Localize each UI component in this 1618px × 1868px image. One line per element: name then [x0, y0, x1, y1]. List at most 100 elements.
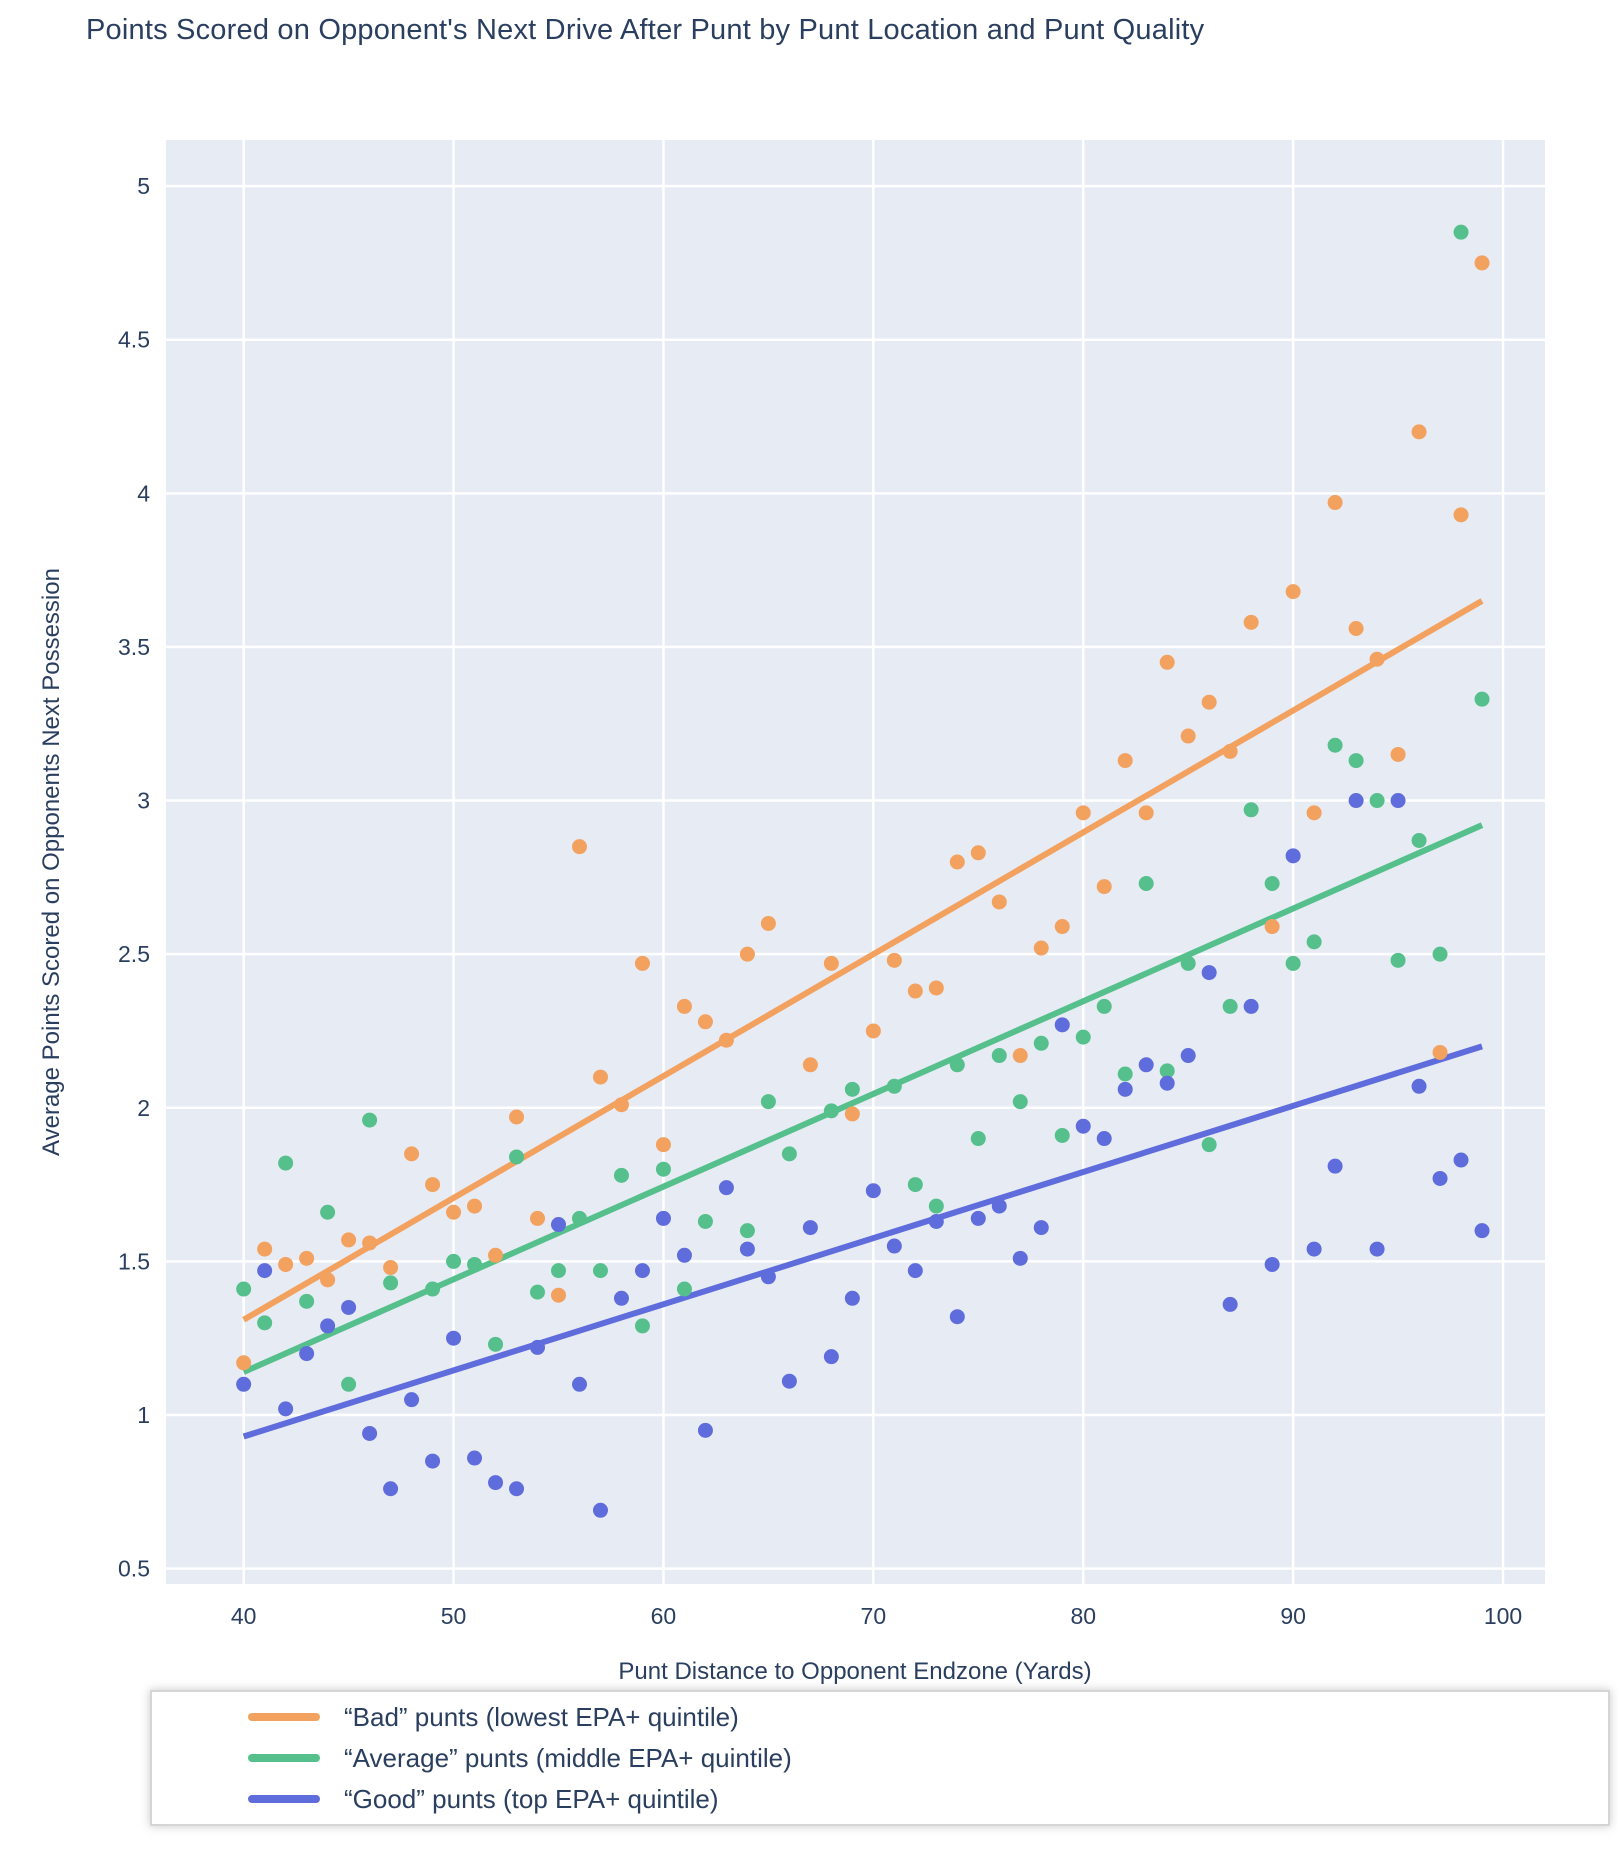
scatter-point-average[interactable] — [697, 1213, 713, 1229]
scatter-point-bad[interactable] — [488, 1247, 504, 1263]
trend-line-good[interactable] — [242, 1043, 1483, 1440]
scatter-point-good[interactable] — [467, 1450, 483, 1466]
scatter-point-average[interactable] — [949, 1057, 965, 1073]
scatter-point-bad[interactable] — [362, 1235, 378, 1251]
scatter-point-good[interactable] — [488, 1475, 504, 1491]
scatter-point-average[interactable] — [1327, 737, 1343, 753]
scatter-point-average[interactable] — [1453, 224, 1469, 240]
scatter-point-bad[interactable] — [697, 1014, 713, 1030]
scatter-point-bad[interactable] — [1432, 1044, 1448, 1060]
scatter-point-average[interactable] — [1075, 1029, 1091, 1045]
scatter-point-average[interactable] — [1096, 998, 1112, 1014]
scatter-point-bad[interactable] — [991, 894, 1007, 910]
scatter-point-bad[interactable] — [1222, 743, 1238, 759]
scatter-point-good[interactable] — [781, 1373, 797, 1389]
scatter-point-bad[interactable] — [1138, 805, 1154, 821]
scatter-point-bad[interactable] — [613, 1097, 629, 1113]
scatter-point-average[interactable] — [1201, 1137, 1217, 1153]
scatter-point-good[interactable] — [970, 1210, 986, 1226]
scatter-point-bad[interactable] — [949, 854, 965, 870]
trend-line-bad[interactable] — [242, 598, 1484, 1323]
scatter-point-good[interactable] — [341, 1299, 357, 1315]
scatter-point-good[interactable] — [1327, 1158, 1343, 1174]
scatter-point-good[interactable] — [823, 1349, 839, 1365]
scatter-point-average[interactable] — [1369, 793, 1385, 809]
scatter-point-good[interactable] — [1285, 848, 1301, 864]
scatter-point-good[interactable] — [1411, 1078, 1427, 1094]
scatter-point-good[interactable] — [1033, 1220, 1049, 1236]
scatter-point-bad[interactable] — [802, 1057, 818, 1073]
scatter-point-average[interactable] — [655, 1161, 671, 1177]
scatter-point-bad[interactable] — [1474, 255, 1490, 271]
scatter-point-bad[interactable] — [467, 1198, 483, 1214]
legend-item-average[interactable]: “Average” punts (middle EPA+ quintile) — [248, 1743, 1608, 1774]
scatter-point-good[interactable] — [1075, 1118, 1091, 1134]
scatter-point-bad[interactable] — [1348, 621, 1364, 637]
scatter-point-good[interactable] — [949, 1309, 965, 1325]
scatter-point-good[interactable] — [509, 1481, 525, 1497]
scatter-point-average[interactable] — [634, 1318, 650, 1334]
scatter-point-good[interactable] — [760, 1269, 776, 1285]
scatter-point-good[interactable] — [1054, 1017, 1070, 1033]
scatter-point-good[interactable] — [1264, 1256, 1280, 1272]
scatter-point-average[interactable] — [928, 1198, 944, 1214]
scatter-point-good[interactable] — [299, 1346, 315, 1362]
scatter-point-good[interactable] — [278, 1401, 294, 1417]
scatter-point-bad[interactable] — [509, 1109, 525, 1125]
scatter-point-average[interactable] — [1264, 876, 1280, 892]
scatter-point-good[interactable] — [1222, 1296, 1238, 1312]
scatter-point-average[interactable] — [1285, 955, 1301, 971]
scatter-point-good[interactable] — [844, 1290, 860, 1306]
scatter-point-bad[interactable] — [1453, 507, 1469, 523]
scatter-point-average[interactable] — [1159, 1063, 1175, 1079]
scatter-point-good[interactable] — [383, 1481, 399, 1497]
legend-item-good[interactable]: “Good” punts (top EPA+ quintile) — [248, 1784, 1608, 1815]
scatter-point-average[interactable] — [676, 1281, 692, 1297]
scatter-point-bad[interactable] — [383, 1260, 399, 1276]
scatter-point-bad[interactable] — [530, 1210, 546, 1226]
scatter-point-good[interactable] — [634, 1263, 650, 1279]
scatter-point-average[interactable] — [1180, 955, 1196, 971]
scatter-point-average[interactable] — [551, 1263, 567, 1279]
scatter-point-good[interactable] — [718, 1180, 734, 1196]
scatter-point-good[interactable] — [320, 1318, 336, 1334]
scatter-point-bad[interactable] — [1369, 651, 1385, 667]
scatter-point-average[interactable] — [299, 1293, 315, 1309]
scatter-point-average[interactable] — [509, 1149, 525, 1165]
scatter-point-good[interactable] — [1369, 1241, 1385, 1257]
scatter-point-bad[interactable] — [1243, 614, 1259, 630]
scatter-point-bad[interactable] — [739, 946, 755, 962]
scatter-point-good[interactable] — [907, 1263, 923, 1279]
scatter-point-good[interactable] — [1201, 965, 1217, 981]
scatter-point-average[interactable] — [760, 1094, 776, 1110]
scatter-point-average[interactable] — [1033, 1035, 1049, 1051]
scatter-point-bad[interactable] — [1264, 919, 1280, 935]
scatter-point-good[interactable] — [613, 1290, 629, 1306]
scatter-point-average[interactable] — [571, 1210, 587, 1226]
scatter-point-bad[interactable] — [970, 845, 986, 861]
scatter-point-bad[interactable] — [1033, 940, 1049, 956]
scatter-point-average[interactable] — [1306, 934, 1322, 950]
scatter-point-average[interactable] — [1222, 998, 1238, 1014]
scatter-point-average[interactable] — [907, 1177, 923, 1193]
scatter-point-bad[interactable] — [299, 1250, 315, 1266]
scatter-point-good[interactable] — [1096, 1131, 1112, 1147]
scatter-point-average[interactable] — [970, 1131, 986, 1147]
scatter-point-good[interactable] — [991, 1198, 1007, 1214]
scatter-point-bad[interactable] — [236, 1355, 252, 1371]
scatter-point-good[interactable] — [1306, 1241, 1322, 1257]
scatter-point-bad[interactable] — [1075, 805, 1091, 821]
scatter-point-average[interactable] — [383, 1275, 399, 1291]
scatter-point-bad[interactable] — [1327, 495, 1343, 511]
scatter-point-good[interactable] — [592, 1502, 608, 1518]
scatter-point-bad[interactable] — [844, 1106, 860, 1122]
scatter-point-average[interactable] — [257, 1315, 273, 1331]
scatter-point-bad[interactable] — [823, 955, 839, 971]
scatter-point-average[interactable] — [613, 1167, 629, 1183]
scatter-point-bad[interactable] — [1012, 1048, 1028, 1064]
scatter-point-bad[interactable] — [907, 983, 923, 999]
scatter-point-average[interactable] — [467, 1256, 483, 1272]
scatter-point-average[interactable] — [236, 1281, 252, 1297]
scatter-point-good[interactable] — [1117, 1081, 1133, 1097]
scatter-point-good[interactable] — [571, 1376, 587, 1392]
